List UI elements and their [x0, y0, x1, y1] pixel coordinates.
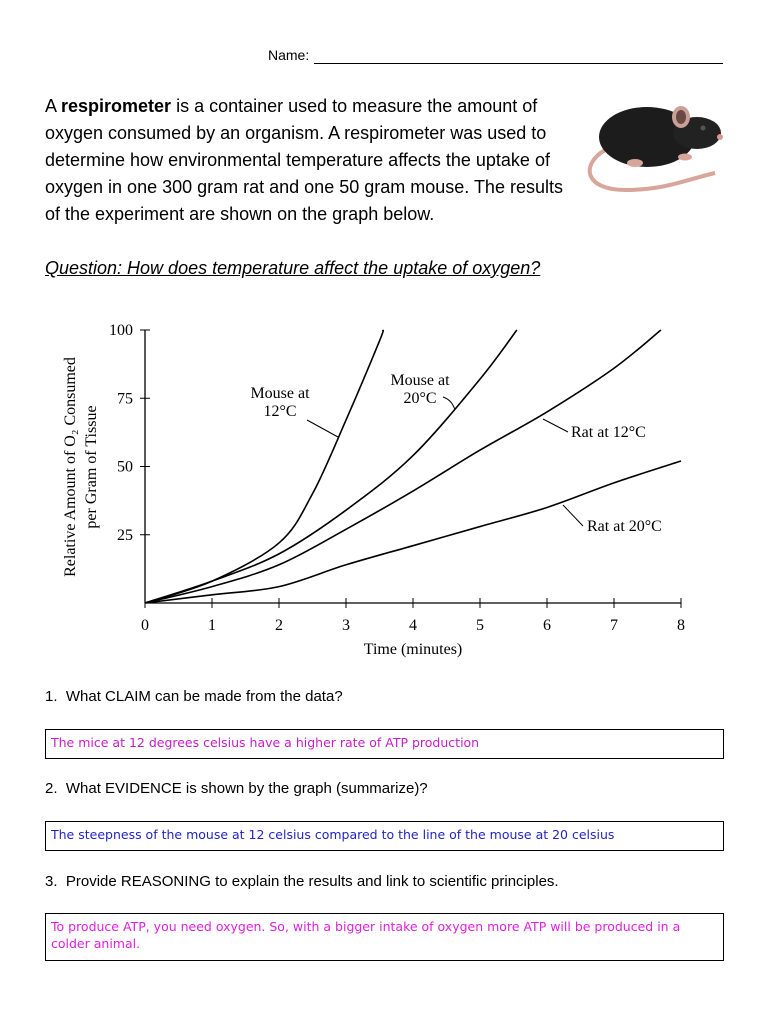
y-tick-label: 50: [117, 459, 133, 476]
data-line: [144, 329, 662, 604]
intro-paragraph: A respirometer is a container used to me…: [45, 93, 580, 228]
name-label: Name:: [268, 47, 310, 63]
y-axis-label: Relative Amount of O₂ Consumed: [62, 357, 79, 577]
answer-box: To produce ATP, you need oxygen. So, wit…: [45, 913, 724, 961]
y-axis-label: per Gram of Tissue: [83, 405, 100, 528]
label-arrow: [542, 418, 569, 433]
chart-svg: Relative Amount of O₂ Consumed per Gram …: [62, 322, 685, 658]
question-number: 3.: [45, 873, 58, 890]
chart: Relative Amount of O₂ Consumed per Gram …: [0, 300, 768, 670]
question-number: 1.: [45, 688, 58, 705]
x-tick-label: 1: [208, 617, 216, 634]
question-text: Provide REASONING to explain the results…: [65, 873, 559, 890]
question-item: 3. Provide REASONING to explain the resu…: [45, 873, 559, 890]
question-text: What EVIDENCE is shown by the graph (sum…: [65, 780, 428, 797]
question-item: 2. What EVIDENCE is shown by the graph (…: [45, 780, 428, 797]
label-arrow: [562, 504, 584, 527]
x-tick-label: 0: [141, 617, 149, 634]
x-tick-label: 8: [677, 617, 685, 634]
intro-body: is a container used to measure the amoun…: [45, 96, 563, 224]
y-tick-label: 75: [117, 390, 133, 407]
x-tick-label: 5: [476, 617, 484, 634]
x-tick-label: 4: [409, 617, 417, 634]
label-arrow: [442, 396, 456, 411]
question-number: 2.: [45, 780, 58, 797]
question-text: What CLAIM can be made from the data?: [65, 688, 343, 705]
intro-term: respirometer: [61, 96, 172, 116]
series-label: Mouse at 20°C: [390, 372, 450, 407]
question-item: 1. What CLAIM can be made from the data?: [45, 688, 343, 705]
answer-box: The mice at 12 degrees celsius have a hi…: [45, 729, 724, 759]
series-label: Rat at 12°C: [571, 424, 646, 441]
x-axis-label: Time (minutes): [364, 641, 463, 658]
label-arrow: [306, 419, 339, 438]
y-tick-label: 25: [117, 527, 133, 544]
x-tick-label: 7: [610, 617, 618, 634]
x-tick-label: 2: [275, 617, 283, 634]
data-line: [144, 329, 385, 604]
series-label: Rat at 20°C: [587, 518, 662, 535]
y-tick-label: 100: [109, 322, 133, 339]
name-line: [314, 63, 723, 64]
x-tick-label: 6: [543, 617, 551, 634]
series-label: Mouse at 12°C: [250, 385, 310, 420]
data-line: [144, 329, 518, 604]
intro-lead: A: [45, 96, 62, 116]
mouse-illustration: [587, 106, 723, 193]
data-line: [144, 460, 682, 604]
answer-box: The steepness of the mouse at 12 celsius…: [45, 821, 724, 851]
x-tick-label: 3: [342, 617, 350, 634]
name-field: Name:: [268, 47, 723, 64]
question: Question: How does temperature affect th…: [45, 258, 541, 278]
